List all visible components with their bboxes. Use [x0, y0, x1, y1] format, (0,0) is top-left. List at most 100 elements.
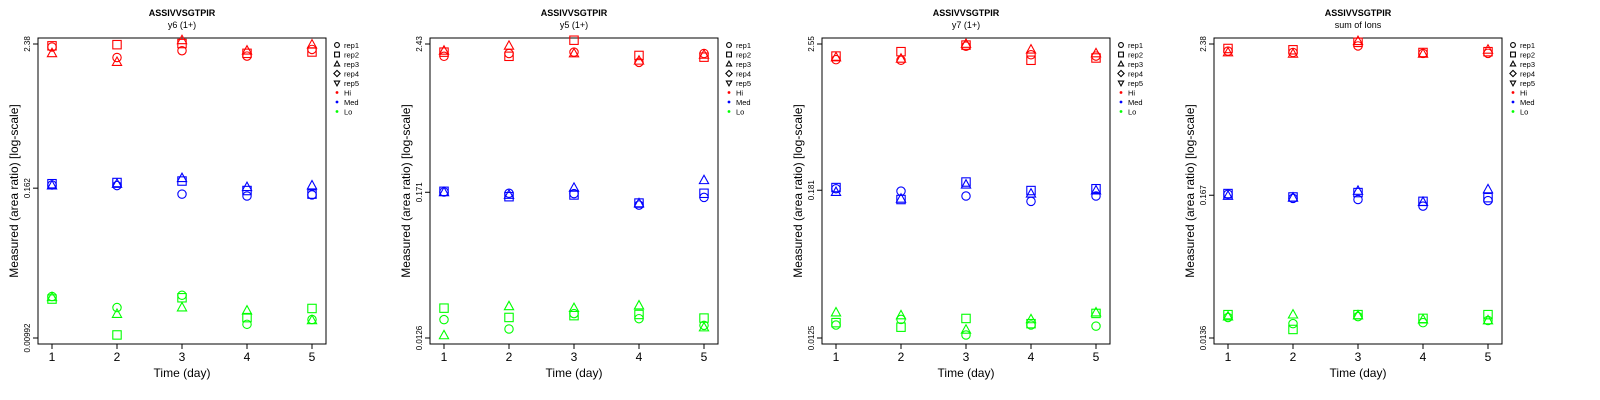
data-point — [1026, 55, 1036, 66]
legend-swatch — [727, 100, 731, 104]
legend-swatch — [1511, 110, 1515, 113]
data-point — [961, 40, 971, 50]
legend-label: rep1 — [1520, 41, 1535, 50]
data-point — [241, 44, 253, 55]
data-point — [112, 39, 122, 50]
x-tick-label: 3 — [963, 350, 970, 364]
data-point — [831, 182, 841, 193]
legend-label: rep5 — [1520, 79, 1535, 88]
y-axis-label: Measured (area ratio) [log-scale] — [399, 104, 413, 277]
x-tick-label: 5 — [309, 350, 316, 364]
y-tick-label: 0.0136 — [1199, 325, 1208, 350]
legend-swatch — [1119, 91, 1123, 94]
data-point — [1090, 184, 1102, 195]
data-point — [633, 54, 645, 65]
data-point — [112, 302, 122, 313]
legend-marker — [1509, 69, 1517, 78]
y-tick-label: 0.162 — [23, 178, 32, 199]
chart-subtitle: sum of Ions — [1335, 20, 1382, 30]
data-point — [177, 290, 187, 301]
x-axis-label: Time (day) — [938, 366, 995, 380]
data-point — [960, 37, 972, 48]
data-point — [242, 312, 252, 323]
legend-swatch — [727, 110, 731, 113]
data-point — [438, 44, 450, 55]
x-tick-label: 1 — [49, 350, 56, 364]
data-point — [503, 188, 515, 199]
chart-subtitle: y6 (1+) — [168, 20, 196, 30]
data-point — [896, 322, 906, 332]
legend-label: rep1 — [1128, 41, 1143, 50]
legend-label: rep5 — [344, 79, 359, 88]
legend-swatch — [335, 110, 339, 113]
legend-label: rep4 — [344, 70, 359, 79]
legend-label: rep5 — [736, 79, 751, 88]
legend-label: rep3 — [1520, 60, 1535, 69]
data-point — [112, 180, 122, 191]
data-point — [895, 192, 907, 203]
data-point — [698, 174, 710, 185]
legend-label: Med — [344, 98, 359, 107]
data-point — [503, 39, 515, 50]
legend-marker — [1509, 80, 1517, 88]
x-tick-label: 4 — [1028, 350, 1035, 364]
data-point — [1483, 192, 1493, 203]
data-point — [1025, 187, 1037, 198]
data-point — [438, 186, 450, 197]
y-tick-label: 0.181 — [807, 180, 816, 201]
data-point — [1025, 313, 1037, 324]
data-point — [568, 47, 580, 58]
data-point — [1353, 194, 1363, 205]
y-tick-label: 2.38 — [1199, 36, 1208, 52]
data-point — [504, 51, 514, 62]
data-point — [568, 301, 580, 313]
legend-marker — [1509, 59, 1517, 67]
legend-label: Med — [736, 98, 751, 107]
data-point — [1287, 47, 1299, 58]
data-point — [1222, 310, 1234, 321]
y-tick-label: 0.00992 — [23, 323, 32, 352]
data-point — [633, 197, 645, 208]
data-point — [307, 303, 317, 314]
data-point — [503, 300, 515, 311]
data-point — [307, 189, 317, 199]
data-point — [634, 309, 644, 320]
legend-label: rep2 — [1520, 51, 1535, 60]
legend-marker — [333, 69, 341, 78]
data-point — [830, 306, 842, 317]
data-point — [46, 179, 58, 190]
data-point — [1353, 309, 1363, 320]
y-tick-label: 2.43 — [415, 36, 424, 52]
data-point — [896, 314, 906, 325]
data-point — [112, 52, 122, 63]
data-point — [306, 179, 318, 190]
data-point — [961, 191, 971, 201]
data-point — [1482, 183, 1494, 194]
data-point — [569, 308, 579, 319]
x-tick-label: 3 — [179, 350, 186, 364]
plot-frame — [821, 37, 1111, 345]
data-point — [698, 48, 710, 59]
x-tick-label: 1 — [1225, 350, 1232, 364]
legend-marker — [726, 42, 732, 48]
y-tick-label: 2.38 — [23, 36, 32, 52]
data-point — [1417, 195, 1429, 207]
data-point — [960, 323, 972, 334]
data-point — [46, 47, 58, 58]
data-point — [1288, 324, 1298, 335]
legend-marker — [1117, 69, 1125, 78]
legend-swatch — [1119, 110, 1123, 113]
x-tick-label: 1 — [833, 350, 840, 364]
data-point — [960, 178, 972, 189]
legend-marker — [725, 59, 733, 67]
chart-title: ASSIVVSGTPIR — [1325, 8, 1392, 18]
data-point — [111, 307, 123, 318]
data-point — [1091, 321, 1101, 331]
data-point — [1026, 185, 1036, 196]
y-axis-label: Measured (area ratio) [log-scale] — [791, 104, 805, 277]
data-point — [438, 329, 450, 340]
data-point — [633, 299, 645, 310]
legend-marker — [334, 42, 340, 48]
y-tick-label: 0.171 — [415, 182, 424, 203]
